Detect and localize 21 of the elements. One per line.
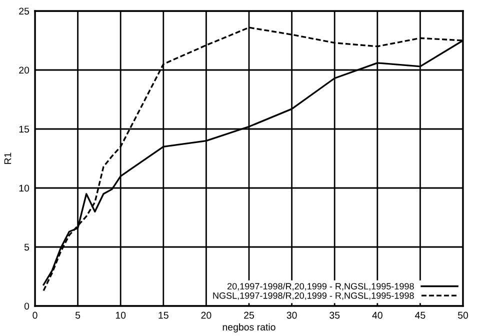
y-tick-label: 0 — [24, 302, 30, 310]
x-tick-label: 40 — [372, 312, 382, 319]
y-tick-label: 20 — [19, 66, 30, 74]
y-tick-label: 25 — [19, 8, 30, 15]
x-tick-label: 20 — [201, 312, 212, 319]
y-axis-title: R1 — [4, 152, 12, 164]
x-tick-label: 45 — [415, 312, 426, 319]
x-tick-label: 0 — [32, 312, 38, 319]
x-tick-label: 50 — [458, 312, 468, 319]
y-tick-label: 10 — [19, 184, 30, 192]
legend-label: 20,1997-1998/R,20,1999 - R,NGSL,1995-1998 — [228, 282, 414, 291]
x-tick-label: 10 — [116, 312, 126, 319]
y-tick-label: 15 — [19, 126, 30, 133]
y-tick-label: 5 — [24, 244, 30, 251]
x-tick-label: 30 — [286, 312, 297, 319]
legend-label: NGSL,1997-1998/R,20,1999 - R,NGSL,1995-1998 — [213, 292, 414, 300]
x-axis-title: negbos ratio — [222, 323, 276, 332]
x-tick-label: 5 — [75, 312, 80, 319]
x-tick-label: 15 — [158, 312, 168, 319]
x-tick-label: 25 — [244, 312, 254, 319]
x-tick-label: 35 — [330, 312, 340, 319]
